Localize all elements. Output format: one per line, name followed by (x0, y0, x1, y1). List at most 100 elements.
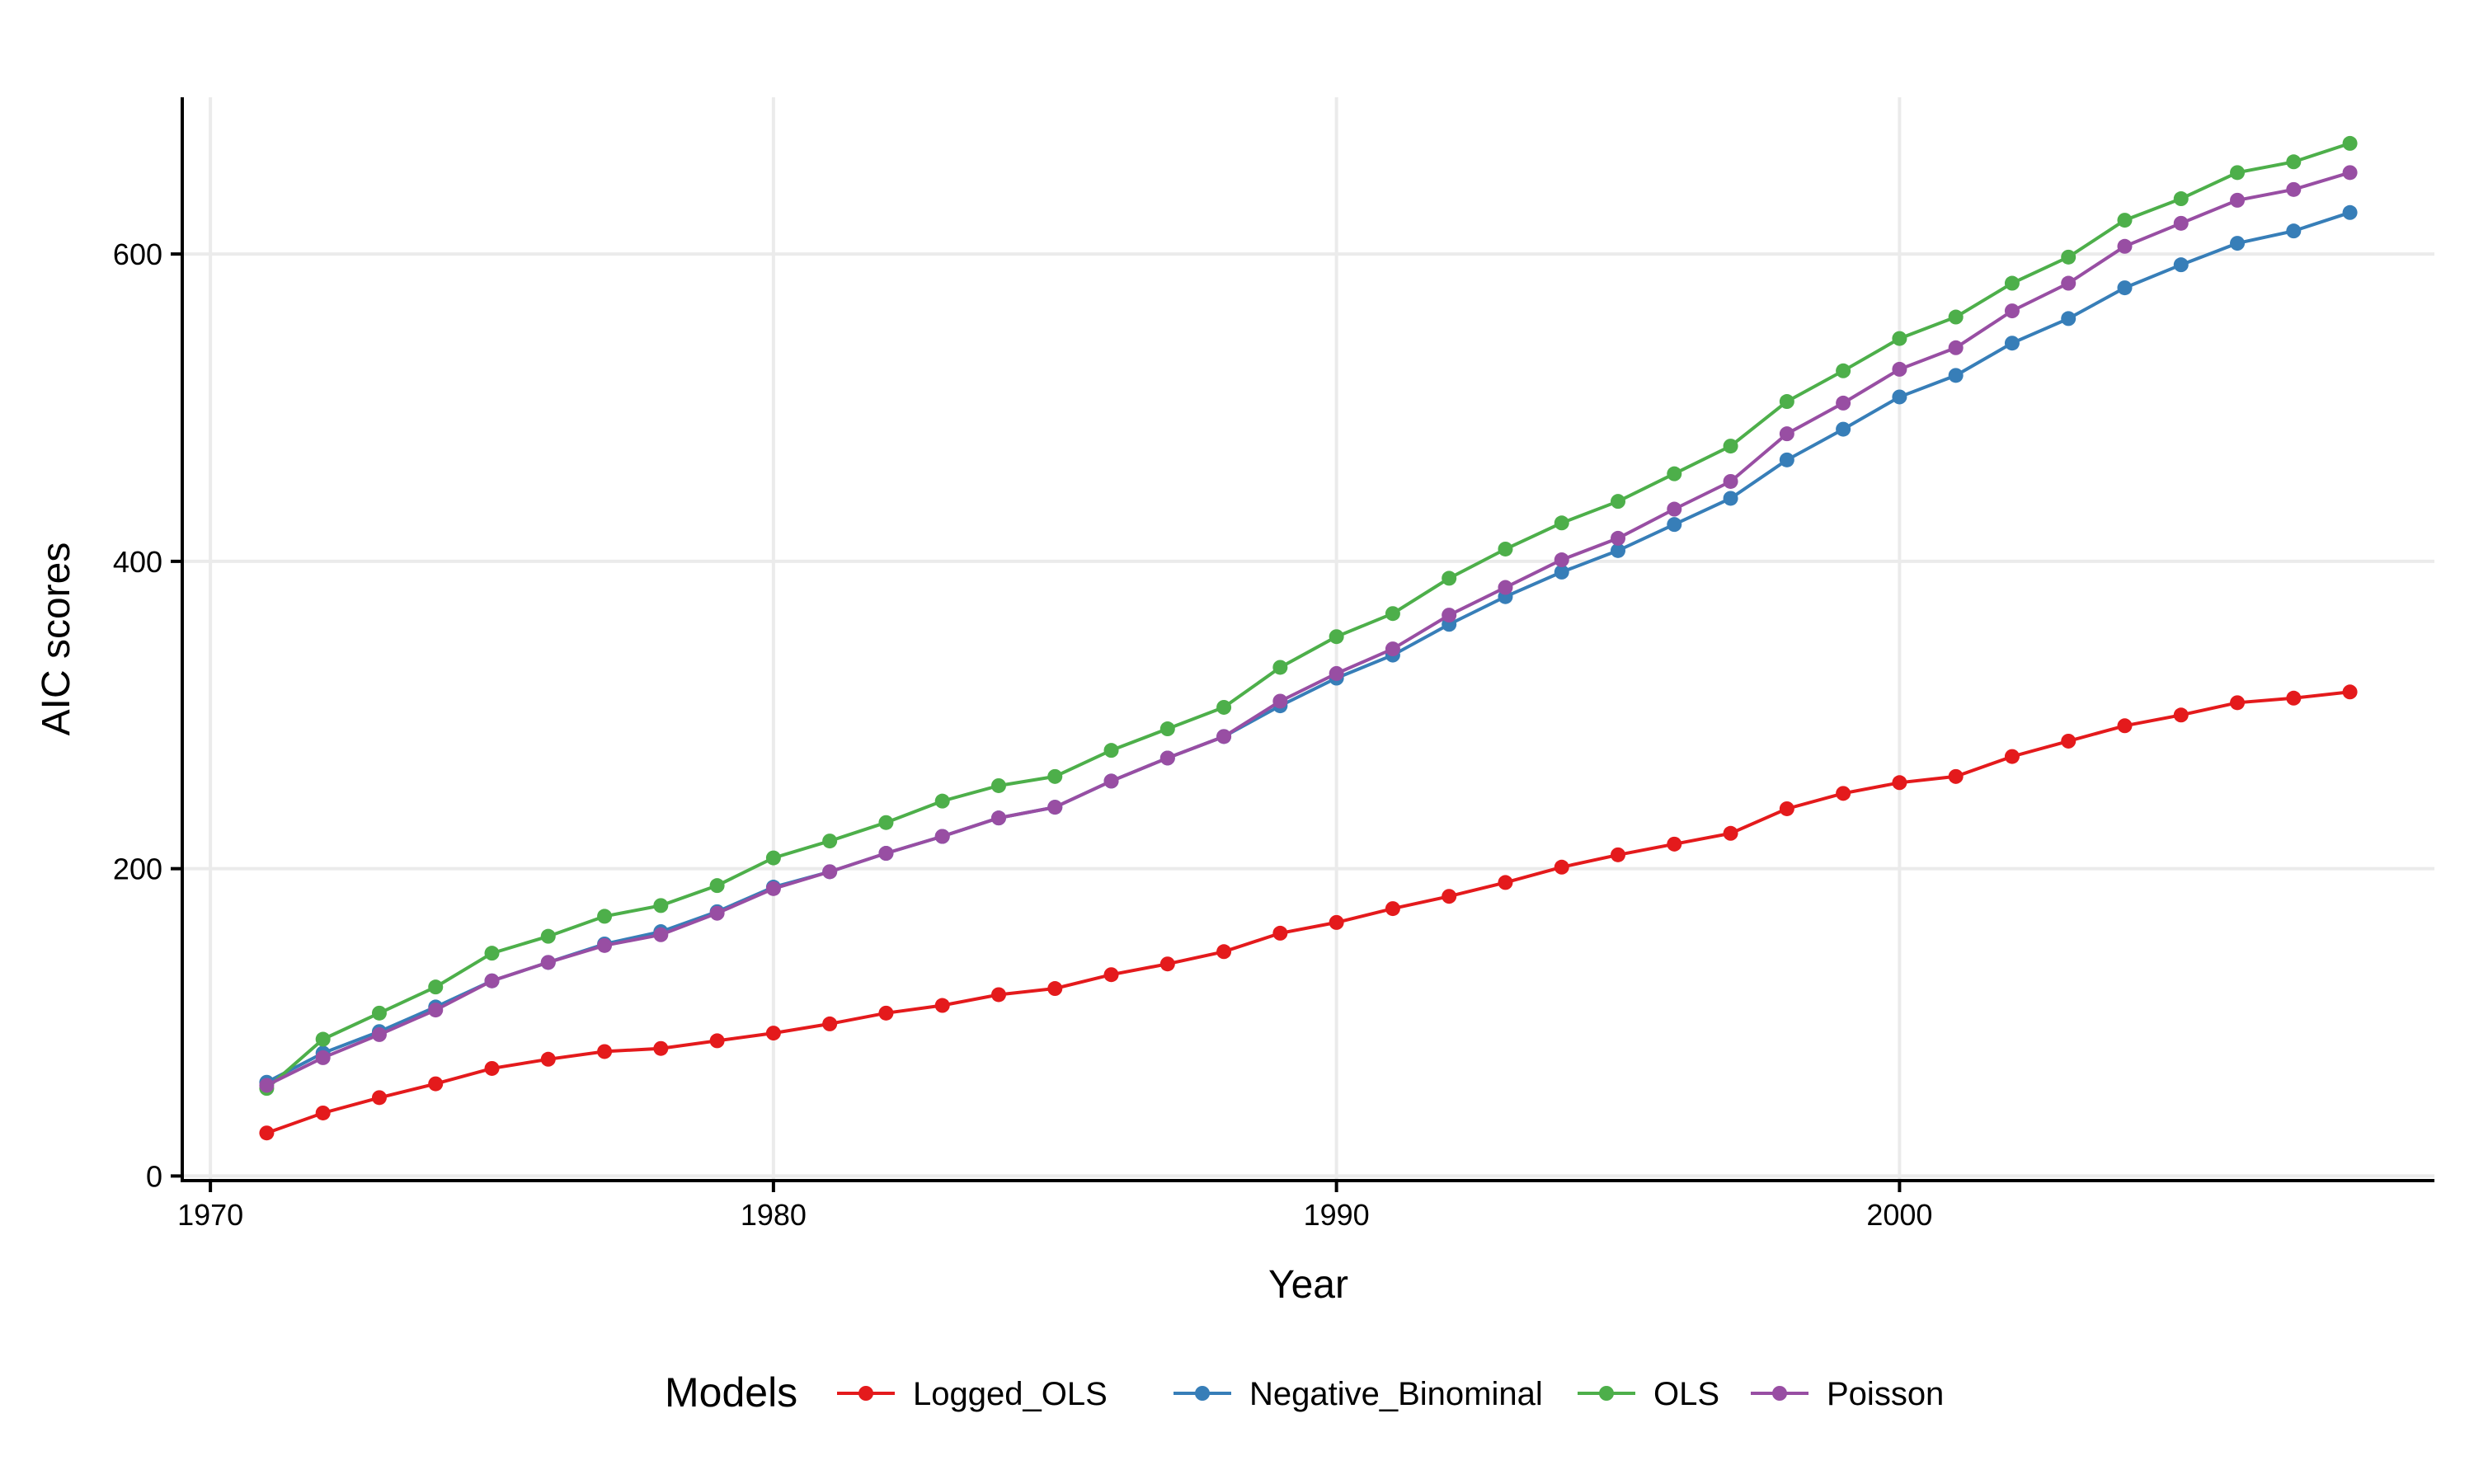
data-point (2342, 204, 2358, 220)
data-point (1498, 580, 1513, 595)
series-line-logged-ols (266, 690, 2350, 1135)
data-point (1554, 515, 1569, 531)
data-point (1329, 914, 1344, 930)
data-point (1272, 660, 1288, 675)
data-point (1836, 786, 1851, 801)
data-point (2230, 695, 2246, 711)
data-point (2342, 684, 2358, 700)
data-point (2173, 707, 2189, 723)
data-point (2117, 213, 2133, 228)
series-line-ols (266, 141, 2351, 1090)
data-point (1779, 452, 1794, 467)
data-point (1667, 517, 1682, 533)
data-point (2173, 191, 2189, 207)
data-point (1442, 889, 1457, 904)
data-point (597, 937, 613, 953)
data-point (371, 1090, 387, 1106)
data-point (822, 1016, 838, 1031)
data-point (597, 909, 613, 924)
data-point (2286, 690, 2302, 706)
data-point (1611, 542, 1626, 558)
legend-key-point (1599, 1386, 1614, 1401)
data-point (1611, 494, 1626, 510)
data-point (540, 955, 556, 970)
data-point (315, 1031, 331, 1047)
y-tick-label: 600 (113, 237, 162, 271)
data-point (315, 1050, 331, 1065)
legend-label: Poisson (1827, 1376, 1944, 1412)
data-point (1329, 665, 1344, 681)
y-axis-title: AIC scores (35, 542, 78, 736)
data-point (878, 846, 894, 862)
data-point (1385, 641, 1400, 657)
data-point (2061, 275, 2077, 291)
data-point (1159, 750, 1175, 766)
data-point (765, 850, 781, 866)
data-point (765, 881, 781, 896)
data-point (934, 998, 950, 1013)
data-point (1948, 340, 1964, 355)
data-point (428, 1003, 444, 1018)
data-point (1948, 768, 1964, 784)
x-tick-label: 1970 (177, 1198, 243, 1232)
data-point (259, 1078, 275, 1093)
data-point (1216, 729, 1232, 744)
x-tick-label: 2000 (1866, 1198, 1932, 1232)
data-point (2230, 192, 2246, 208)
data-point (1047, 768, 1063, 784)
data-point (653, 927, 669, 942)
data-point (1611, 530, 1626, 546)
series-line-negative-binominal (266, 210, 2351, 1084)
data-point (428, 979, 444, 995)
y-tick-label: 200 (113, 852, 162, 886)
y-tick-label: 400 (113, 545, 162, 579)
data-point (371, 1005, 387, 1021)
legend-key-point (1772, 1386, 1787, 1401)
data-point (2286, 181, 2302, 197)
data-point (1667, 466, 1682, 481)
data-point (2004, 336, 2020, 351)
data-point (1498, 541, 1513, 556)
x-axis-title: Year (1268, 1263, 1348, 1307)
data-point (1103, 773, 1119, 789)
data-point (934, 829, 950, 844)
data-point (1723, 491, 1738, 506)
data-point (1892, 331, 1907, 346)
data-point (2004, 749, 2020, 764)
data-point (1892, 775, 1907, 791)
data-point (2117, 238, 2133, 254)
data-point (1554, 564, 1569, 580)
data-point (1385, 901, 1400, 917)
data-point (1892, 361, 1907, 377)
data-point (1554, 859, 1569, 875)
data-point (1948, 309, 1964, 325)
data-point (2286, 154, 2302, 170)
data-point (2286, 223, 2302, 239)
data-point (315, 1105, 331, 1120)
y-tick-label: 0 (146, 1159, 162, 1193)
data-point (484, 1060, 500, 1076)
data-point (2061, 311, 2077, 326)
data-point (2342, 165, 2358, 181)
legend-key-point (858, 1386, 873, 1401)
data-point (1272, 693, 1288, 709)
data-point (822, 834, 838, 849)
data-point (597, 1044, 613, 1059)
data-point (709, 1033, 725, 1049)
data-point (2117, 280, 2133, 296)
data-point (653, 1040, 669, 1056)
data-point (1779, 426, 1794, 442)
data-point (2230, 165, 2246, 181)
data-point (1329, 629, 1344, 645)
data-point (1272, 925, 1288, 941)
legend-label: OLS (1653, 1376, 1719, 1412)
data-point (878, 815, 894, 830)
data-point (1836, 395, 1851, 411)
data-point (990, 810, 1006, 826)
data-point (484, 973, 500, 989)
data-point (709, 905, 725, 921)
data-point (371, 1026, 387, 1042)
data-point (1216, 944, 1232, 960)
data-point (1554, 552, 1569, 568)
